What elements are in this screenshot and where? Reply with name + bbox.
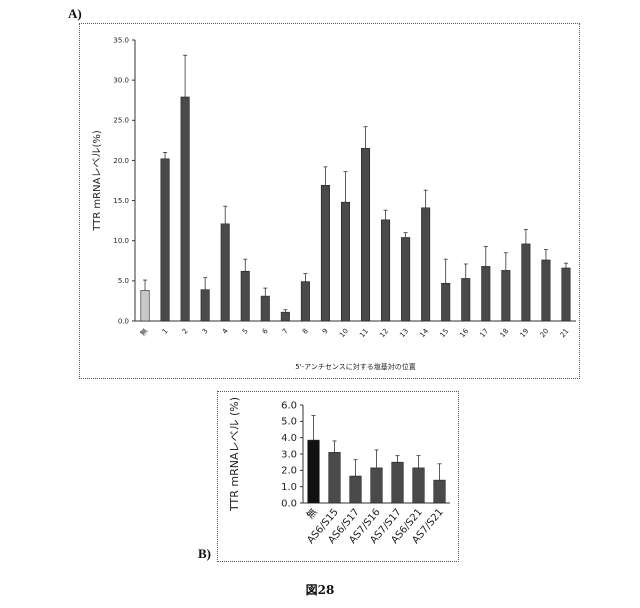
- bar: [392, 462, 404, 503]
- bar: [281, 312, 289, 321]
- bar: [502, 270, 510, 321]
- bar: [462, 278, 470, 321]
- bar: [241, 271, 249, 321]
- x-tick-label: 11: [358, 327, 370, 339]
- panel-b-frame: 0.01.02.03.04.05.06.0無AS6/S15AS6/S17AS7/…: [217, 391, 459, 562]
- x-tick-label: 18: [499, 327, 511, 339]
- bar: [308, 440, 320, 503]
- x-tick-label: 21: [559, 327, 571, 339]
- bar: [341, 202, 349, 321]
- bar: [141, 290, 149, 321]
- x-tick-label: 9: [321, 327, 330, 336]
- x-tick-label: 1: [161, 327, 170, 336]
- y-tick-label: 2.0: [281, 466, 297, 477]
- y-tick-label: 25.0: [113, 117, 129, 125]
- x-tick-label: 16: [458, 327, 470, 339]
- y-tick-label: 0.0: [281, 498, 297, 509]
- bar: [361, 148, 369, 321]
- y-tick-label: 10.0: [113, 237, 129, 245]
- x-tick-label: 17: [478, 327, 490, 339]
- bar: [201, 290, 209, 321]
- figure-caption: 図28: [0, 581, 640, 598]
- bar: [413, 468, 425, 503]
- y-tick-label: 6.0: [281, 400, 297, 411]
- bar: [261, 296, 269, 321]
- x-tick-label: 13: [398, 327, 410, 339]
- y-axis-title: TTR mRNAレベル(%): [91, 130, 103, 232]
- x-tick-label: 無: [138, 327, 149, 338]
- bar: [350, 476, 362, 503]
- y-tick-label: 5.0: [118, 277, 129, 285]
- y-tick-label: 20.0: [113, 157, 129, 165]
- bar: [482, 266, 490, 321]
- x-tick-label: 7: [281, 327, 290, 336]
- y-tick-label: 30.0: [113, 76, 129, 84]
- x-tick-label: 14: [418, 327, 430, 339]
- x-tick-label: 8: [301, 327, 310, 336]
- panel-a-chart: 0.05.010.015.020.025.030.035.0無123456789…: [80, 24, 581, 380]
- x-tick-label: 無: [303, 506, 319, 522]
- x-tick-label: 2: [181, 327, 190, 336]
- bar: [371, 468, 383, 503]
- bar: [434, 480, 446, 503]
- y-tick-label: 35.0: [113, 36, 129, 44]
- bar: [221, 224, 229, 321]
- y-tick-label: 0.0: [118, 317, 129, 325]
- x-tick-label: 6: [261, 327, 270, 336]
- bar: [441, 283, 449, 321]
- y-tick-label: 15.0: [113, 197, 129, 205]
- bar: [329, 452, 341, 503]
- panel-a-frame: 0.05.010.015.020.025.030.035.0無123456789…: [79, 23, 580, 379]
- panel-b-chart: 0.01.02.03.04.05.06.0無AS6/S15AS6/S17AS7/…: [218, 392, 460, 563]
- x-tick-label: 15: [438, 327, 450, 339]
- bar: [542, 260, 550, 321]
- bar: [321, 185, 329, 321]
- x-tick-label: 12: [378, 327, 390, 339]
- bar: [421, 208, 429, 321]
- x-axis-title: 5'-アンチセンスに対する塩基対の位置: [295, 362, 415, 371]
- bar: [161, 159, 169, 321]
- x-tick-label: 19: [519, 327, 531, 339]
- x-tick-label: 5: [241, 327, 250, 336]
- y-tick-label: 5.0: [281, 417, 297, 428]
- bar: [401, 238, 409, 321]
- bar: [381, 220, 389, 321]
- bar: [522, 244, 530, 321]
- x-tick-label: 4: [221, 327, 230, 336]
- x-tick-label: 3: [201, 327, 210, 336]
- y-tick-label: 4.0: [281, 433, 297, 444]
- x-tick-label: 20: [539, 327, 551, 339]
- bar: [562, 268, 570, 321]
- panel-a-label: A): [68, 6, 82, 22]
- bar: [181, 97, 189, 321]
- panel-b-label: B): [198, 546, 211, 562]
- x-tick-label: 10: [338, 327, 350, 339]
- y-axis-title: TTR mRNAレベル (%): [228, 397, 241, 512]
- y-tick-label: 1.0: [281, 482, 297, 493]
- bar: [301, 282, 309, 321]
- y-tick-label: 3.0: [281, 449, 297, 460]
